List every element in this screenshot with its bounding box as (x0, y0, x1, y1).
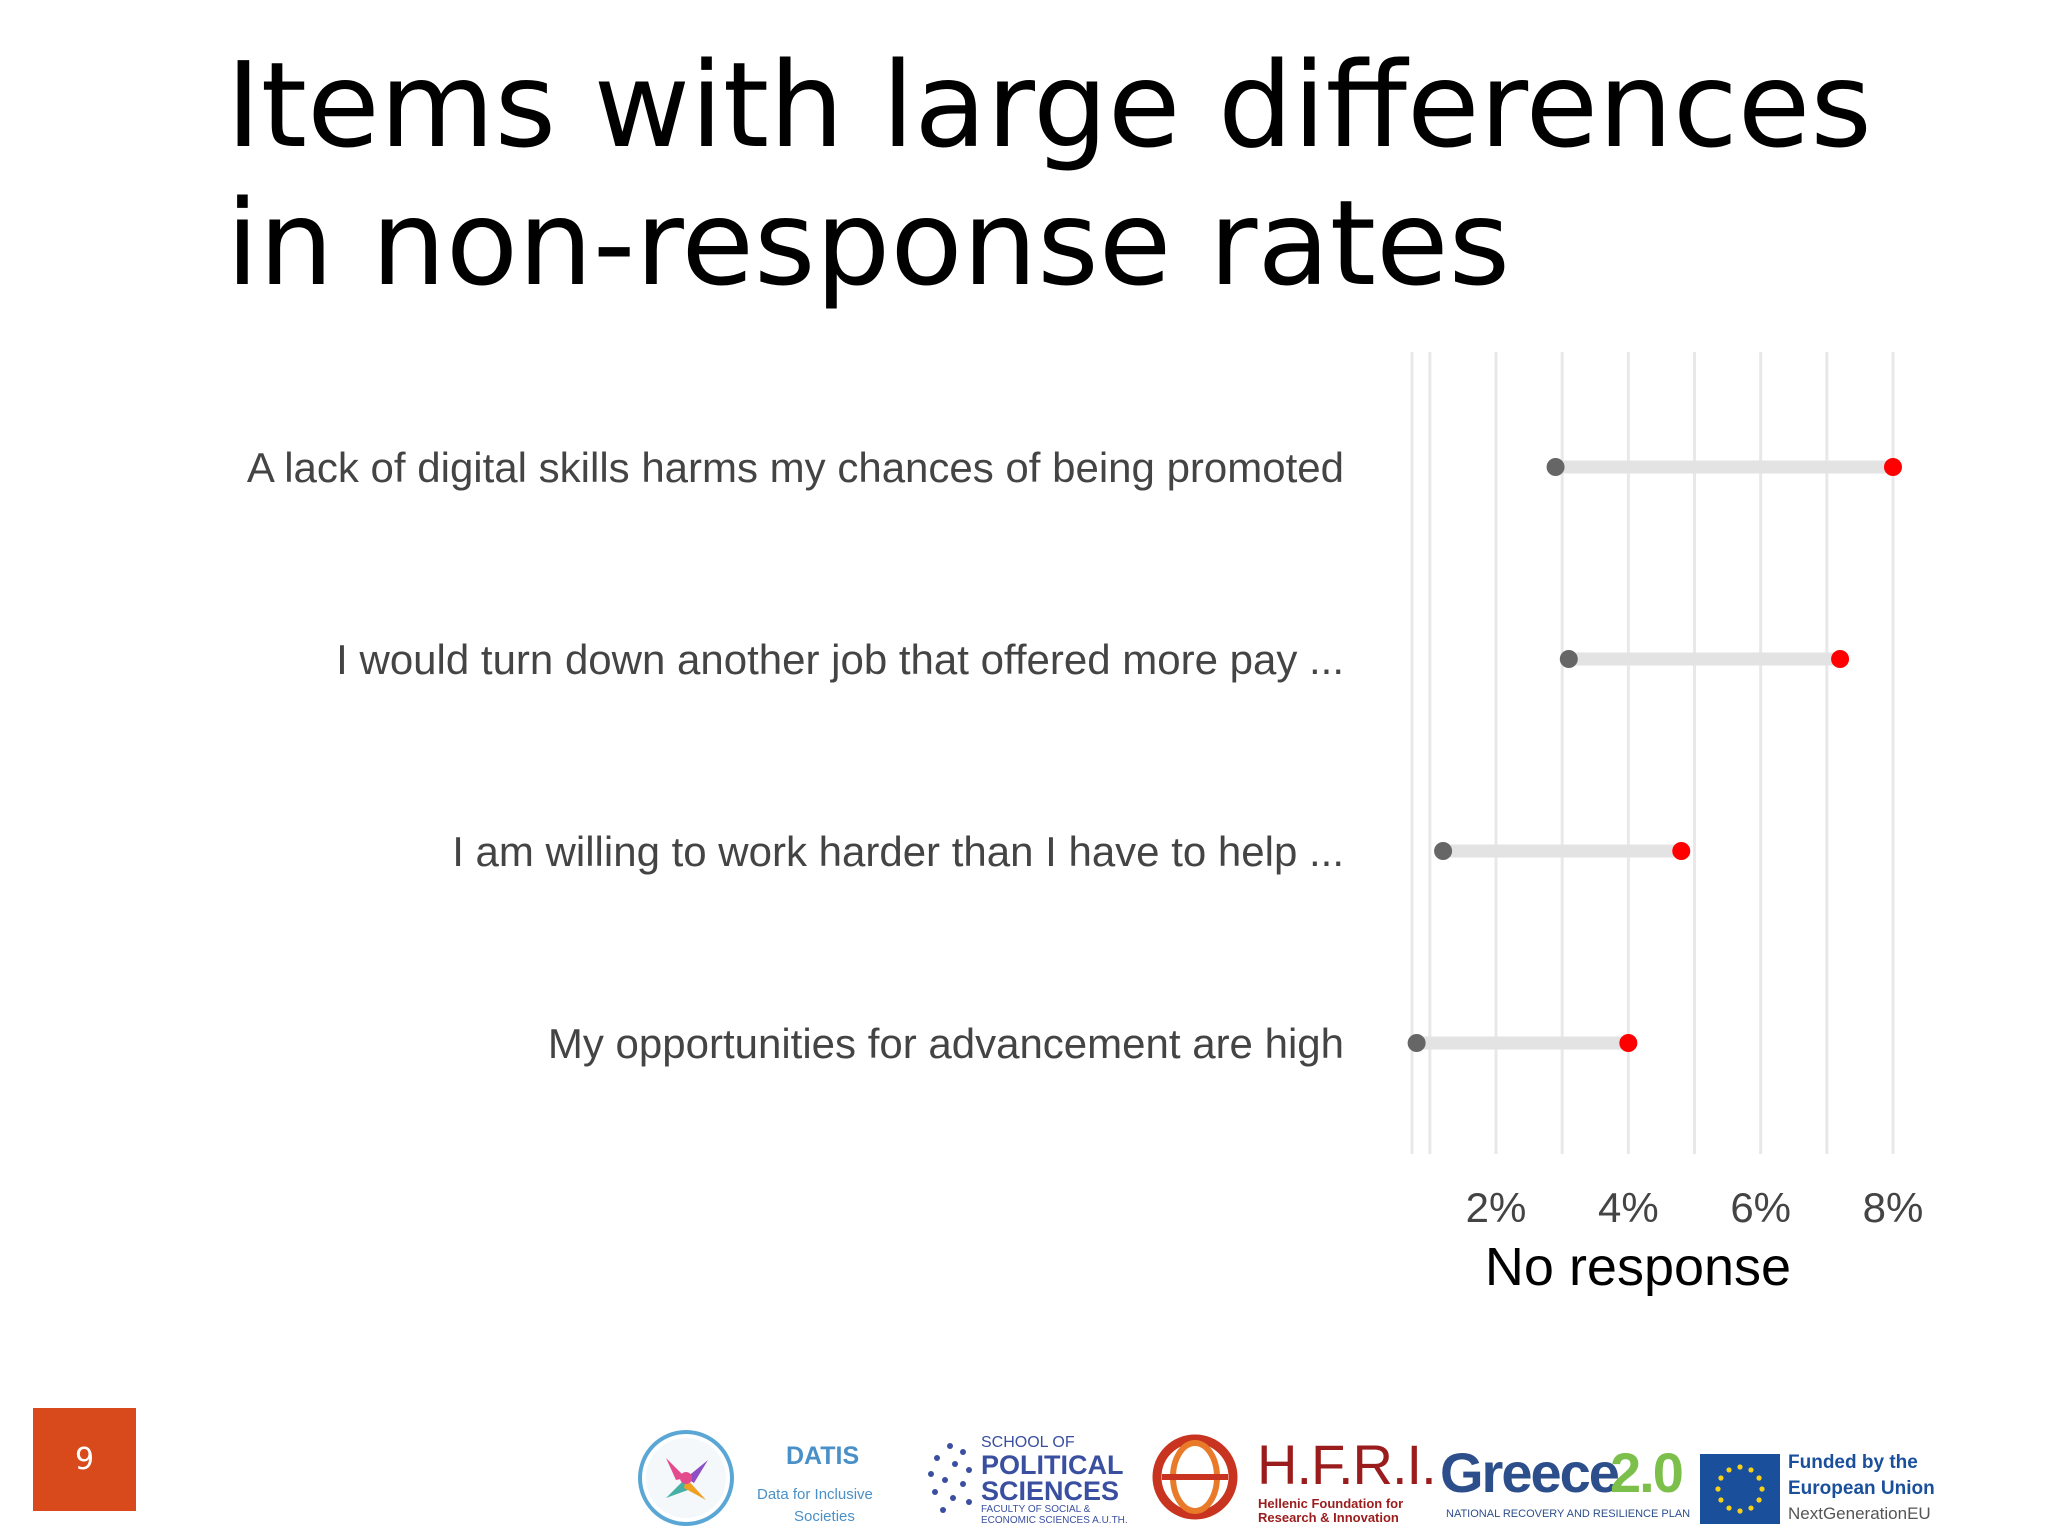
dots-icon (928, 1443, 972, 1513)
eu-line-3: NextGenerationEU (1788, 1504, 1931, 1523)
page-number: 9 (33, 1408, 136, 1511)
point-grey (1434, 842, 1453, 860)
eu-flag-icon (1700, 1454, 1780, 1524)
category-label: A lack of digital skills harms my chance… (247, 444, 1344, 491)
datis-tagline-1: Data for Inclusive (757, 1486, 873, 1503)
greece-version: 2.0 (1610, 1441, 1684, 1504)
school-line-1: SCHOOL OF (981, 1434, 1075, 1451)
category-label: I am willing to work harder than I have … (452, 828, 1344, 875)
greece-2-logo: Greece 2.0 NATIONAL RECOVERY AND RESILIE… (1440, 1440, 1690, 1525)
point-red (1831, 650, 1850, 668)
hfri-line-1: Hellenic Foundation for (1258, 1496, 1404, 1511)
hfri-name: H.F.R.I. (1257, 1433, 1437, 1496)
school-line-4: FACULTY OF SOCIAL & (981, 1504, 1091, 1515)
hfri-logo: H.F.R.I. Hellenic Foundation for Researc… (1150, 1430, 1437, 1525)
point-red (1672, 842, 1691, 860)
x-tick-label: 8% (1863, 1184, 1924, 1231)
eu-line-2: European Union (1788, 1478, 1935, 1499)
x-tick-label: 4% (1598, 1184, 1659, 1231)
point-grey (1407, 1034, 1426, 1052)
datis-name: DATIS (786, 1442, 860, 1470)
point-red (1884, 458, 1902, 476)
eu-line-1: Funded by the (1788, 1452, 1918, 1473)
point-grey (1546, 458, 1565, 476)
x-tick-label: 2% (1466, 1184, 1527, 1231)
grid-lines (1410, 352, 1895, 1154)
x-axis-title: No response (1485, 1237, 1791, 1297)
category-labels: A lack of digital skills harms my chance… (247, 444, 1344, 1067)
category-label: My opportunities for advancement are hig… (548, 1020, 1344, 1067)
dumbbell-chart: A lack of digital skills harms my chance… (247, 352, 1924, 1297)
hfri-line-2: Research & Innovation (1258, 1510, 1399, 1525)
hfri-emblem-icon (1152, 1434, 1238, 1520)
point-red (1619, 1034, 1638, 1052)
point-grey (1559, 650, 1578, 668)
greece-tagline: NATIONAL RECOVERY AND RESILIENCE PLAN (1446, 1508, 1691, 1520)
greece-name: Greece (1440, 1441, 1620, 1504)
school-line-5: ECONOMIC SCIENCES A.U.TH. (981, 1515, 1128, 1526)
category-label: I would turn down another job that offer… (336, 636, 1344, 683)
school-line-3: SCIENCES (981, 1476, 1120, 1506)
school-logo: SCHOOL OF POLITICAL SCIENCES FACULTY OF … (925, 1434, 1128, 1526)
slide-title: Items with large differences in non-resp… (226, 36, 1872, 312)
datis-tagline-2: Societies (794, 1508, 855, 1525)
x-tick-labels: 2% 4% 6% 8% (1466, 1184, 1924, 1231)
segments (1416, 460, 1893, 1050)
datis-logo: DATIS Data for Inclusive Societies (636, 1428, 916, 1528)
eu-logo: Funded by the European Union NextGenerat… (1700, 1446, 1935, 1531)
points (1407, 458, 1902, 1052)
x-tick-label: 6% (1730, 1184, 1791, 1231)
datis-emblem-icon (638, 1430, 734, 1526)
school-line-2: POLITICAL (981, 1450, 1124, 1480)
